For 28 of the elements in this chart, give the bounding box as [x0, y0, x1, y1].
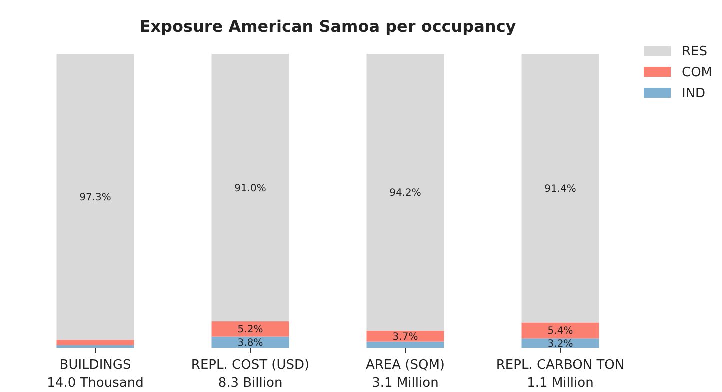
data-label: 91.0% [234, 183, 266, 194]
data-label: 94.2% [390, 188, 422, 199]
data-label: 3.7% [392, 332, 418, 343]
data-label: 91.4% [544, 184, 576, 195]
bar [522, 322, 600, 339]
bar [366, 342, 444, 348]
x-tick-label: BUILDINGS 14.0 Thousand [47, 358, 144, 391]
data-label: 3.2% [548, 338, 574, 350]
data-label: 5.2% [238, 324, 264, 336]
legend-label: RES [682, 44, 708, 60]
x-tick-label: REPL. COST (USD) 8.3 Billion [191, 358, 310, 391]
data-label: 97.3% [80, 192, 112, 204]
data-label: 5.4% [548, 326, 574, 338]
bar [366, 54, 444, 331]
bar [522, 338, 600, 348]
x-tick-label: AREA (SQM) 3.1 Million [366, 358, 446, 391]
legend-label: IND [682, 86, 706, 102]
bar [212, 322, 290, 337]
bar [212, 54, 290, 322]
bar [56, 54, 134, 340]
bar [366, 330, 444, 342]
bar [56, 340, 134, 346]
chart-title: Exposure American Samoa per occupancy [140, 17, 517, 36]
legend-label: COM [682, 66, 713, 81]
x-tick-label: REPL. CARBON TON 1.1 Million [496, 358, 625, 391]
data-label: 3.8% [238, 338, 264, 349]
bar [56, 345, 134, 348]
bar [522, 54, 600, 323]
